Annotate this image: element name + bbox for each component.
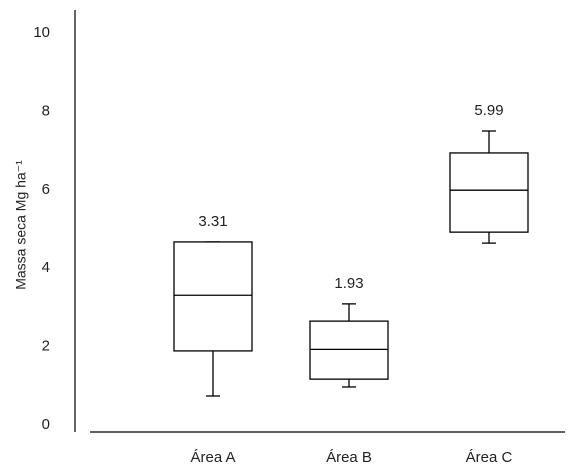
median-label: 1.93 (334, 275, 363, 292)
x-tick-label: Área C (466, 449, 513, 466)
median-label: 3.31 (198, 213, 227, 230)
y-tick-label: 2 (42, 338, 50, 355)
y-tick-label: 6 (42, 181, 50, 198)
box (449, 152, 529, 233)
y-tick-label: 8 (42, 102, 50, 119)
y-tick-label: 0 (42, 416, 50, 433)
x-tick-label: Área A (190, 449, 235, 466)
y-tick-label: 4 (42, 259, 50, 276)
box (173, 241, 253, 352)
y-tick-label: 10 (33, 24, 50, 41)
median-label: 5.99 (474, 102, 503, 119)
box (309, 320, 389, 380)
x-tick-label: Área B (326, 449, 372, 466)
y-axis-label: Massa seca Mg ha⁻¹ (13, 160, 29, 290)
